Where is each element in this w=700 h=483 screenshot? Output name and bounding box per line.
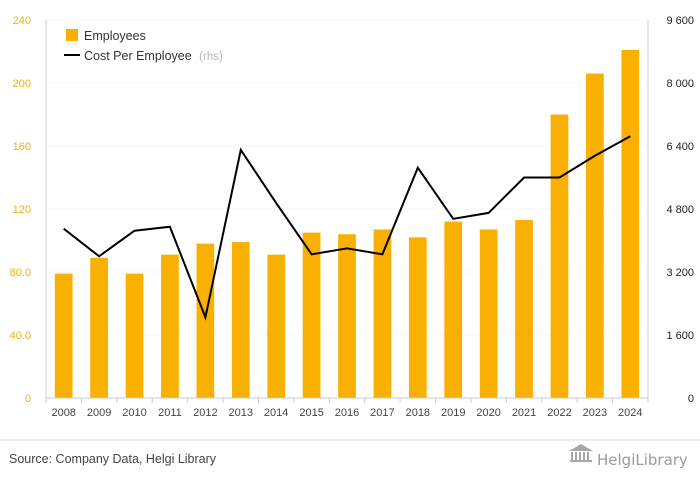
employees-bar — [161, 254, 179, 398]
x-tick-label: 2019 — [441, 407, 465, 419]
legend: Employees Cost Per Employee (rhs) — [64, 29, 223, 63]
y-right-tick-label: 4 800 — [666, 204, 694, 216]
x-tick-label: 2015 — [299, 407, 323, 419]
y-left-tick-label: 200 — [13, 78, 31, 90]
y-left-tick-label: 0 — [25, 393, 31, 405]
y-right-tick-label: 3 200 — [666, 267, 694, 279]
y-left-tick-label: 120 — [13, 204, 31, 216]
employees-bar — [444, 221, 463, 398]
x-tick-label: 2016 — [335, 407, 359, 419]
y-right-tick-label: 9 600 — [666, 15, 694, 27]
employees-bar — [586, 73, 604, 399]
x-tick-label: 2014 — [264, 407, 288, 419]
employees-bar — [515, 220, 533, 398]
employees-bar — [621, 49, 640, 399]
employees-bar — [231, 242, 250, 398]
employees-bar — [267, 254, 286, 398]
employees-bar — [125, 273, 144, 398]
logo-text: HelgiLibrary — [597, 451, 688, 469]
legend-employees-swatch — [66, 29, 78, 41]
source-note: Source: Company Data, Helgi Library — [9, 452, 217, 466]
x-tick-label: 2023 — [583, 407, 607, 419]
employees-bar — [479, 229, 498, 398]
x-tick-label: 2013 — [229, 407, 253, 419]
employees-bar — [408, 237, 427, 398]
x-tick-label: 2011 — [158, 407, 182, 419]
x-tick-label: 2022 — [547, 407, 571, 419]
svg-text:Cost Per Employee (rhs): Cost Per Employee (rhs) — [84, 49, 223, 63]
legend-employees-label: Employees — [84, 29, 146, 43]
y-right-tick-label: 0 — [688, 393, 694, 405]
y-left-tick-label: 80.0 — [10, 267, 31, 279]
legend-cost-suffix: (rhs) — [199, 51, 223, 63]
employees-bar — [302, 232, 321, 398]
employees-bar — [373, 229, 392, 398]
cost-per-employee-line — [63, 135, 631, 321]
x-tick-label: 2024 — [618, 407, 642, 419]
x-tick-label: 2010 — [122, 407, 146, 419]
employees-bar — [196, 243, 215, 398]
employees-bar — [338, 234, 356, 398]
library-building-icon — [569, 444, 593, 462]
cost-per-employee-polyline — [63, 135, 631, 321]
y-left-tick-label: 160 — [13, 141, 31, 153]
x-tick-label: 2020 — [476, 407, 500, 419]
y-right-tick-label: 8 000 — [666, 78, 694, 90]
y-left-tick-label: 40.0 — [10, 330, 31, 342]
x-tick-label: 2012 — [193, 407, 217, 419]
employees-bar — [550, 114, 569, 398]
employees-bar — [54, 273, 73, 398]
y-left-tick-label: 240 — [13, 15, 31, 27]
employees-bars — [54, 49, 640, 399]
employees-bar — [90, 257, 108, 398]
y-right-tick-label: 6 400 — [666, 141, 694, 153]
x-tick-label: 2017 — [370, 407, 394, 419]
logo: HelgiLibrary — [569, 444, 688, 469]
x-tick-label: 2008 — [51, 407, 75, 419]
x-tick-label: 2021 — [512, 407, 536, 419]
y-right-tick-label: 1 600 — [666, 330, 694, 342]
x-tick-label: 2018 — [406, 407, 430, 419]
legend-cost-label: Cost Per Employee — [84, 49, 192, 63]
x-tick-label: 2009 — [87, 407, 111, 419]
